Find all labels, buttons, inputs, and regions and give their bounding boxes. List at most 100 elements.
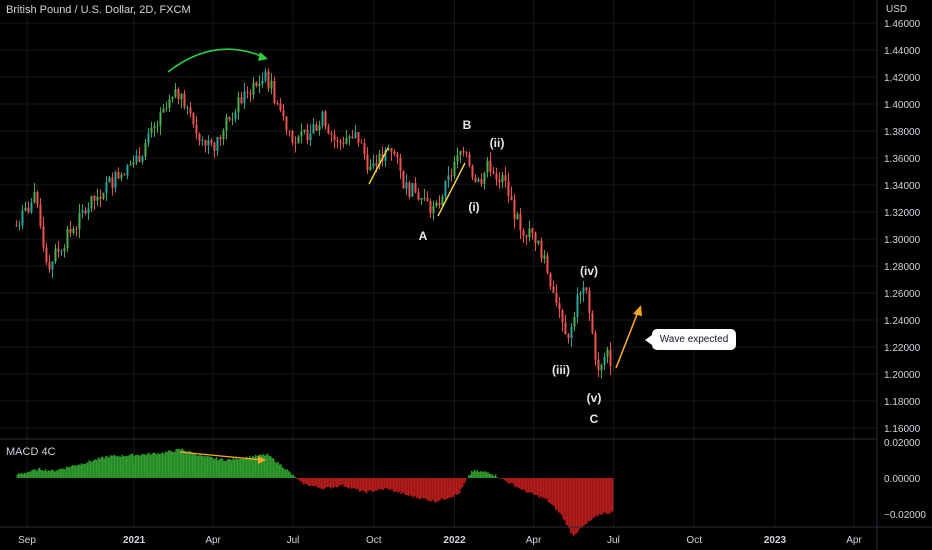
time-axis[interactable]: Sep 2021 Apr Jul Oct 2022 Apr Jul Oct 2023 Apr xyxy=(18,535,862,546)
macd-bar xyxy=(506,478,509,483)
macd-bar xyxy=(161,452,164,478)
candle-body xyxy=(456,155,459,162)
macd-bar xyxy=(124,455,126,478)
candle-body xyxy=(540,240,543,259)
macd-bar xyxy=(439,478,441,501)
candle-body xyxy=(96,196,99,201)
macd-bar xyxy=(107,457,110,478)
macd-bar xyxy=(307,478,309,486)
macd-bar xyxy=(310,478,312,486)
macd-bar xyxy=(515,478,518,487)
price-axis[interactable]: 1.46000 1.44000 1.42000 1.40000 1.38000 1.360… xyxy=(884,19,921,435)
macd-bar xyxy=(80,463,83,478)
macd-bar xyxy=(55,470,57,478)
macd-bar xyxy=(59,468,62,478)
candle-body xyxy=(411,183,414,197)
candle-body xyxy=(51,261,54,270)
macd-bar xyxy=(538,478,540,498)
macd-bar xyxy=(250,457,252,478)
macd-bar xyxy=(311,478,314,486)
macd-bar xyxy=(386,478,389,489)
candle-body xyxy=(309,133,312,141)
macd-bar xyxy=(533,478,536,495)
chart-title[interactable]: British Pound / U.S. Dollar, 2D, FXCM xyxy=(6,4,191,16)
macd-bar xyxy=(605,478,608,515)
macd-bar xyxy=(472,471,474,478)
candle-body xyxy=(597,359,600,371)
candle-body xyxy=(396,154,399,158)
candle-body xyxy=(291,130,294,143)
macd-bar xyxy=(61,468,63,478)
candle-body xyxy=(153,126,156,128)
macd-bar xyxy=(74,465,77,478)
candle-body xyxy=(315,124,318,131)
macd-bar xyxy=(388,478,390,491)
macd-bar xyxy=(110,455,113,478)
macd-bar xyxy=(209,456,212,478)
macd-bar xyxy=(611,478,614,512)
candle-body xyxy=(414,183,417,193)
macd-bar xyxy=(365,478,368,494)
macd-bar xyxy=(392,478,395,492)
macd-bar xyxy=(40,470,42,478)
macd-bar xyxy=(340,478,342,487)
macd-bar xyxy=(172,451,174,478)
candle-body xyxy=(432,205,435,214)
macd-bar xyxy=(451,478,453,498)
macd-bar xyxy=(526,478,528,494)
macd-bar xyxy=(577,478,579,532)
macd-bar xyxy=(334,478,336,487)
chart-grid xyxy=(0,0,877,527)
candle-body xyxy=(435,202,438,206)
macd-bar xyxy=(188,450,191,478)
macd-bar xyxy=(419,478,422,500)
candle-body xyxy=(111,177,114,188)
candle-body xyxy=(279,103,282,111)
candle-body xyxy=(63,248,66,252)
macd-bar xyxy=(368,478,371,491)
candle-body xyxy=(519,214,522,231)
macd-bar xyxy=(121,454,123,478)
candle-body xyxy=(180,93,183,100)
macd-bar xyxy=(238,458,240,478)
macd-bar xyxy=(487,472,489,478)
macd-bar xyxy=(113,454,116,478)
macd-bar xyxy=(377,478,380,490)
candle-body xyxy=(135,155,138,163)
candle-body xyxy=(543,255,546,259)
candle-body xyxy=(300,131,303,137)
candle-body xyxy=(345,138,348,144)
macd-bar xyxy=(263,455,266,478)
candle-body xyxy=(507,180,510,196)
macd-bar xyxy=(464,478,467,482)
macd-bar xyxy=(586,478,588,524)
candle-body xyxy=(531,228,534,233)
macd-bar xyxy=(323,478,326,489)
macd-bar xyxy=(523,478,525,490)
macd-bar xyxy=(227,458,230,478)
candle-body xyxy=(69,228,72,233)
macd-bar xyxy=(145,454,147,478)
macd-arrowhead-icon xyxy=(258,456,266,464)
macd-indicator-title[interactable]: MACD 4C xyxy=(6,446,56,458)
macd-bar xyxy=(308,478,311,487)
macd-bar xyxy=(115,456,117,478)
candle-body xyxy=(354,132,357,138)
macd-bar xyxy=(305,478,308,484)
candle-body xyxy=(81,210,84,213)
candle-body xyxy=(576,294,579,318)
macd-bar xyxy=(94,459,96,478)
candle-body xyxy=(423,197,426,199)
macd-bar xyxy=(293,476,296,478)
candle-body xyxy=(363,143,366,155)
price-tick-label: 1.46000 xyxy=(884,19,921,30)
macd-bar xyxy=(217,460,219,478)
macd-bar xyxy=(104,456,107,478)
yellow-trendline-1 xyxy=(368,147,389,185)
macd-bar xyxy=(197,455,200,478)
candle-body xyxy=(603,356,606,365)
macd-axis[interactable]: 0.02000 0.00000 −0.02000 xyxy=(884,438,926,521)
macd-bar xyxy=(562,478,564,520)
wave-expected-callout[interactable]: Wave expected xyxy=(645,329,736,350)
